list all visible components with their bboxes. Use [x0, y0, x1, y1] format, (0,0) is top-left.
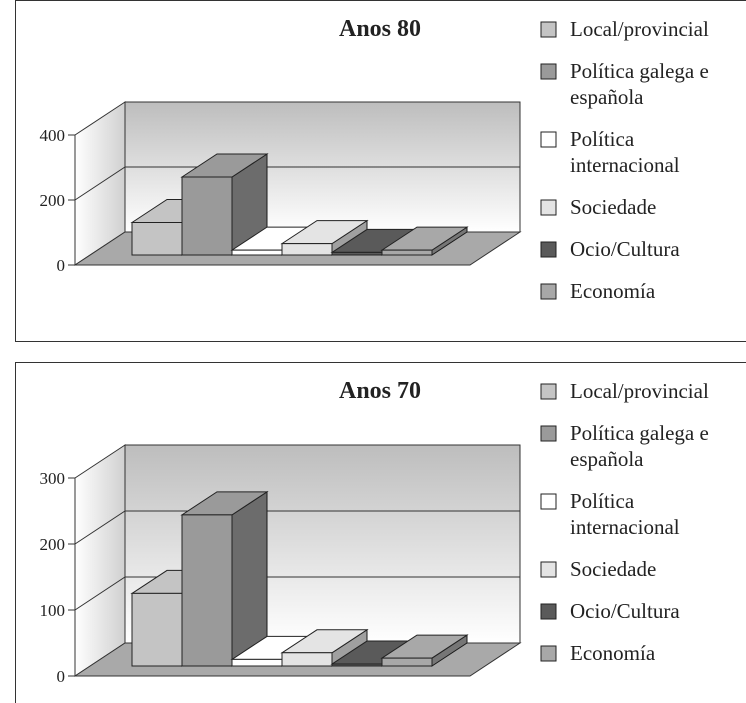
bar-front: [131, 592, 183, 667]
legend-swatch: [540, 645, 557, 662]
legend-swatch: [540, 131, 557, 148]
y-tick-label: 100: [40, 601, 66, 620]
y-tick-label: 300: [40, 469, 66, 488]
y-tick-label: 0: [57, 667, 66, 686]
legend-swatch: [540, 383, 557, 400]
legend-label: Política internacional: [570, 127, 680, 177]
chart-title: Anos 80: [339, 16, 421, 42]
legend-label: Ocio/Cultura: [570, 237, 680, 261]
bar-front: [231, 658, 283, 667]
bar: [180, 153, 269, 256]
legend-swatch: [540, 21, 557, 38]
legend-label: Economía: [570, 641, 656, 665]
panel-border: [15, 362, 746, 703]
y-tick-label: 400: [40, 126, 66, 145]
legend-swatch: [540, 63, 557, 80]
bar-front: [331, 251, 383, 256]
legend-label: Política galega e española: [570, 59, 709, 109]
bar-front: [231, 249, 283, 256]
legend-label: Sociedade: [570, 557, 656, 581]
bar-front: [181, 514, 233, 667]
grid-line: [74, 166, 520, 201]
grid-line: [74, 576, 520, 611]
chart-title: Anos 70: [339, 378, 421, 404]
bar: [380, 634, 469, 667]
legend-label: Ocio/Cultura: [570, 599, 680, 623]
legend-swatch: [540, 241, 557, 258]
bar-front: [131, 222, 183, 256]
bar-front: [281, 652, 333, 667]
side-wall: [74, 444, 126, 677]
y-tick-label: 0: [57, 256, 66, 275]
bar-front: [381, 657, 433, 667]
grid-line: [74, 510, 520, 545]
legend-label: Local/provincial: [570, 379, 709, 403]
panel-border: [15, 0, 746, 342]
legend-swatch: [540, 603, 557, 620]
bar: [280, 628, 369, 667]
bar-front: [331, 663, 383, 667]
legend-label: Economía: [570, 279, 656, 303]
bar-front: [281, 243, 333, 256]
legend-swatch: [540, 561, 557, 578]
legend-swatch: [540, 493, 557, 510]
bar: [180, 490, 269, 667]
legend-label: Política internacional: [570, 489, 680, 539]
legend-swatch: [540, 199, 557, 216]
y-tick-label: 200: [40, 535, 66, 554]
bar-front: [381, 249, 433, 256]
legend-label: Política galega e española: [570, 421, 709, 471]
legend-swatch: [540, 425, 557, 442]
bar: [380, 226, 469, 256]
bar-front: [181, 176, 233, 256]
legend-label: Sociedade: [570, 195, 656, 219]
legend-swatch: [540, 283, 557, 300]
y-tick-label: 200: [40, 191, 66, 210]
legend-label: Local/provincial: [570, 17, 709, 41]
